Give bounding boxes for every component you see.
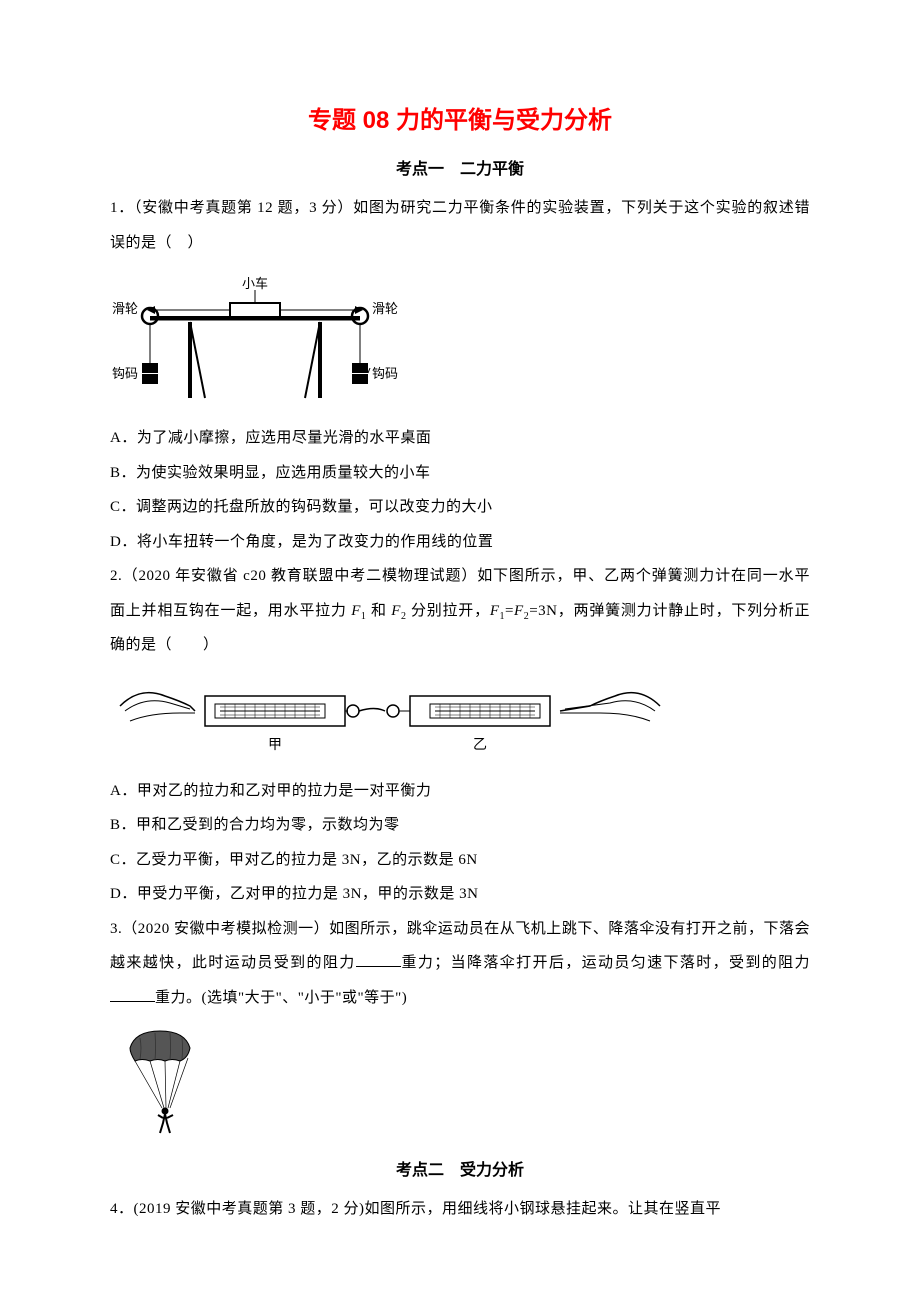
main-title: 专题 08 力的平衡与受力分析 <box>110 100 810 135</box>
q1-stem: 1．（安徽中考真题第 12 题，3 分）如图为研究二力平衡条件的实验装置，下列关… <box>110 191 810 260</box>
q1-option-d: D．将小车扭转一个角度，是为了改变力的作用线的位置 <box>110 525 810 560</box>
svg-text:乙: 乙 <box>473 737 487 753</box>
q3-blank1 <box>356 952 401 967</box>
q2-option-b: B．甲和乙受到的合力均为零，示数均为零 <box>110 808 810 843</box>
q1-option-c: C．调整两边的托盘所放的钩码数量，可以改变力的大小 <box>110 490 810 525</box>
q2-option-d: D．甲受力平衡，乙对甲的拉力是 3N，甲的示数是 3N <box>110 877 810 912</box>
q1-figure: 小车 滑轮 滑轮 钩码 钩码 <box>110 268 810 413</box>
q1-option-a: A．为了减小摩擦，应选用尽量光滑的水平桌面 <box>110 421 810 456</box>
q2-stem: 2.（2020 年安徽省 c20 教育联盟中考二模物理试题）如下图所示，甲、乙两… <box>110 559 810 663</box>
spring-scale-diagram: 甲 乙 <box>110 671 670 761</box>
q2-option-c: C．乙受力平衡，甲对乙的拉力是 3N，乙的示数是 6N <box>110 843 810 878</box>
q4-stem: 4．(2019 安徽中考真题第 3 题，2 分)如图所示，用细线将小钢球悬挂起来… <box>110 1192 810 1227</box>
parachute-diagram <box>110 1023 230 1143</box>
q2-figure: 甲 乙 <box>110 671 810 766</box>
svg-text:滑轮: 滑轮 <box>112 301 138 316</box>
q3-stem: 3.（2020 安徽中考模拟检测一）如图所示，跳伞运动员在从飞机上跳下、降落伞没… <box>110 912 810 1016</box>
svg-text:钩码: 钩码 <box>372 366 398 381</box>
svg-text:甲: 甲 <box>268 738 282 753</box>
q3-blank2 <box>110 987 155 1002</box>
q1-option-b: B．为使实验效果明显，应选用质量较大的小车 <box>110 456 810 491</box>
section2-heading: 考点二 受力分析 <box>110 1156 810 1180</box>
q2-option-a: A．甲对乙的拉力和乙对甲的拉力是一对平衡力 <box>110 774 810 809</box>
q3-figure <box>110 1023 810 1148</box>
svg-text:小车: 小车 <box>242 276 268 291</box>
svg-text:滑轮: 滑轮 <box>372 301 398 316</box>
two-force-balance-diagram: 小车 滑轮 滑轮 钩码 钩码 <box>110 268 400 408</box>
svg-text:钩码: 钩码 <box>112 366 138 381</box>
section1-heading: 考点一 二力平衡 <box>110 155 810 179</box>
